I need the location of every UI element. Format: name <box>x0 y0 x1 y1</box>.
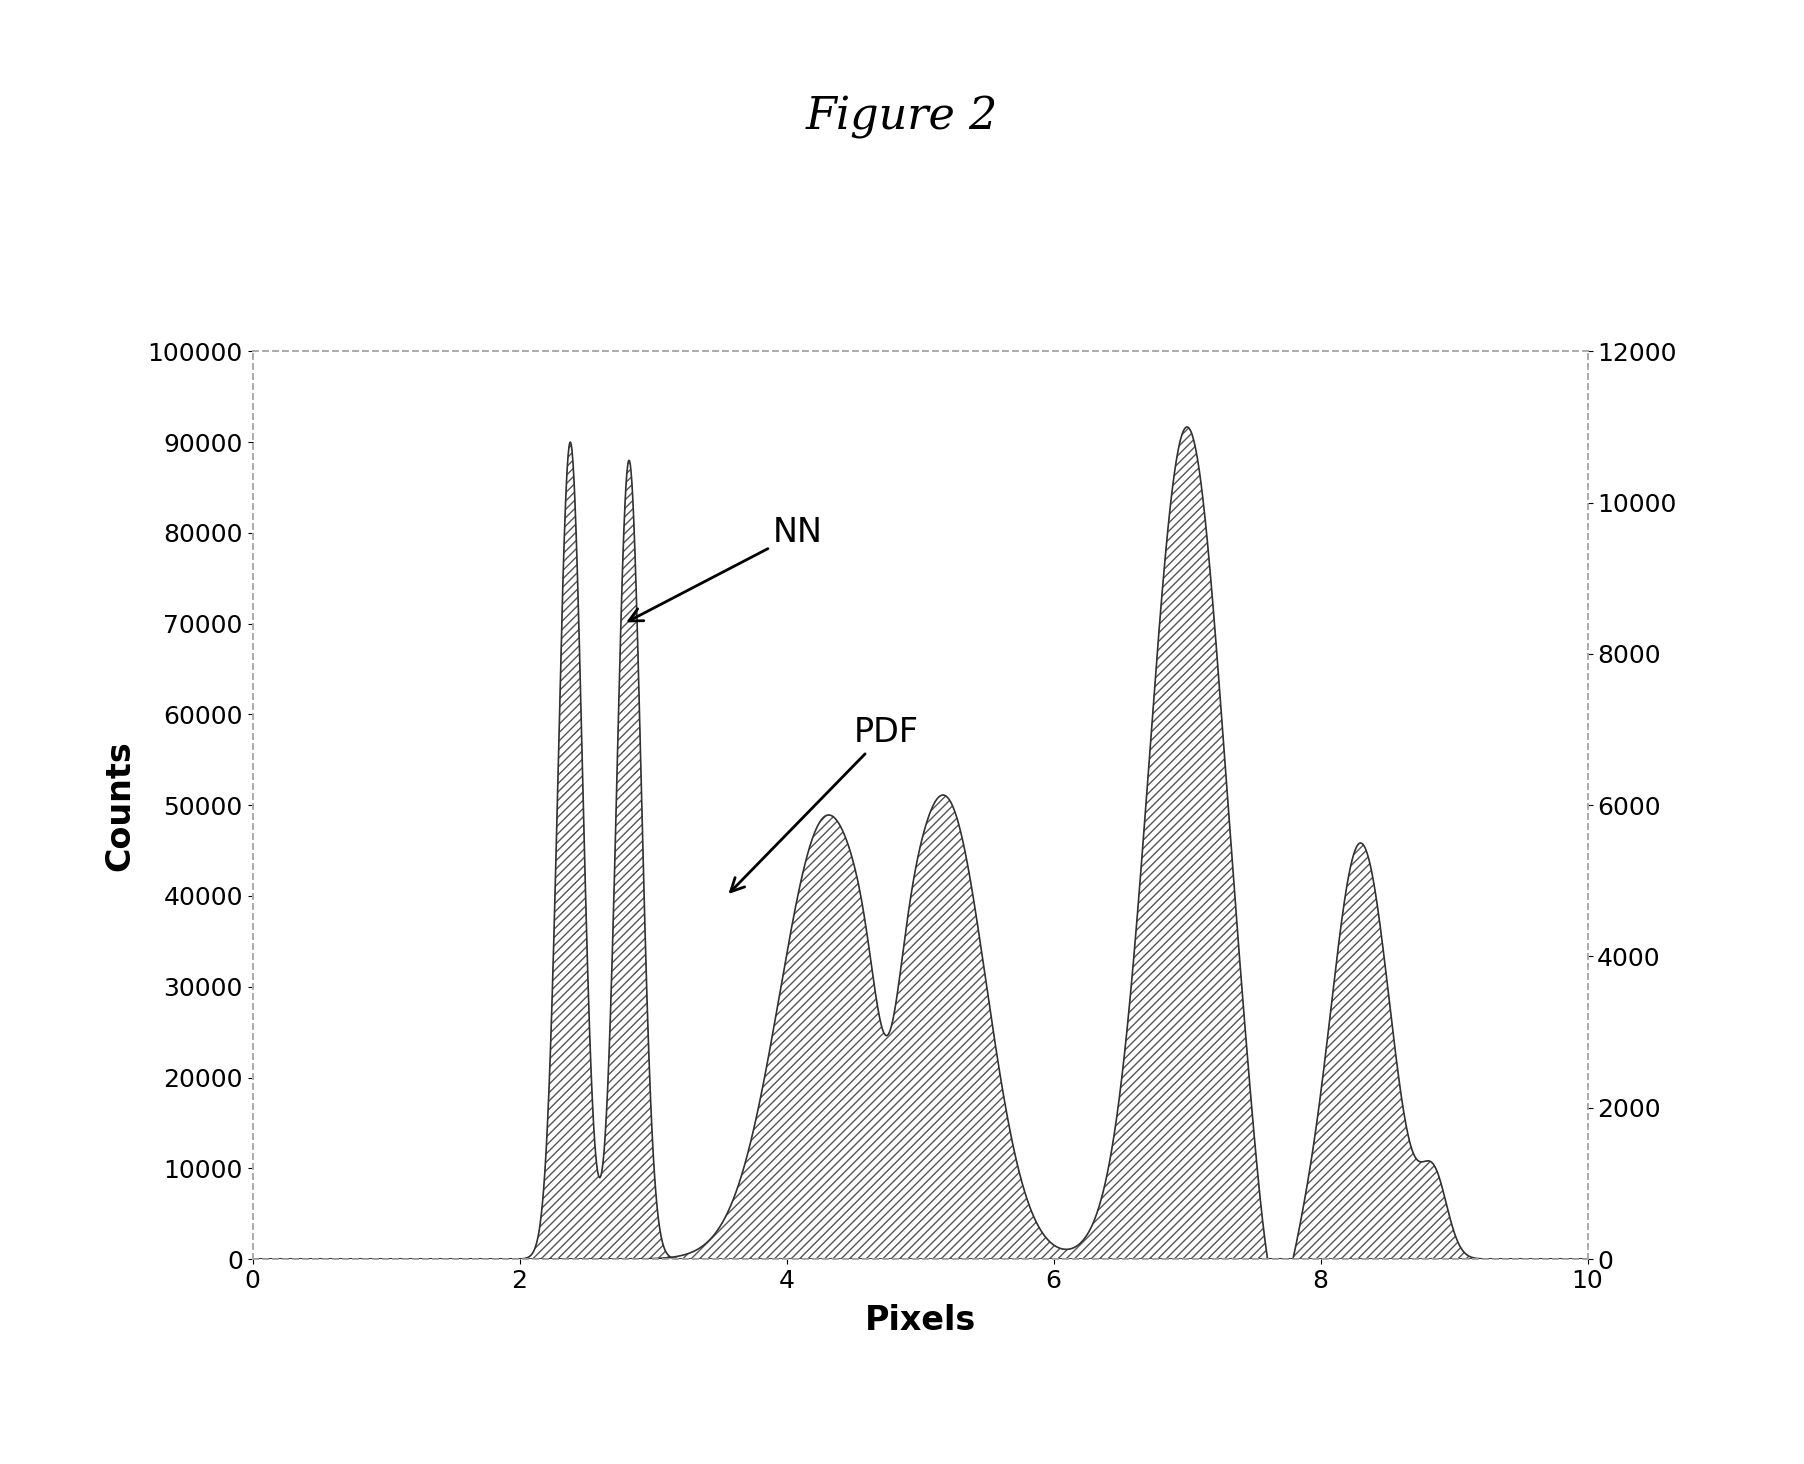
Text: Figure 2: Figure 2 <box>806 95 998 139</box>
Text: PDF: PDF <box>731 716 918 892</box>
Text: NN: NN <box>630 517 823 621</box>
Y-axis label: Counts: Counts <box>103 739 137 871</box>
X-axis label: Pixels: Pixels <box>864 1304 976 1337</box>
